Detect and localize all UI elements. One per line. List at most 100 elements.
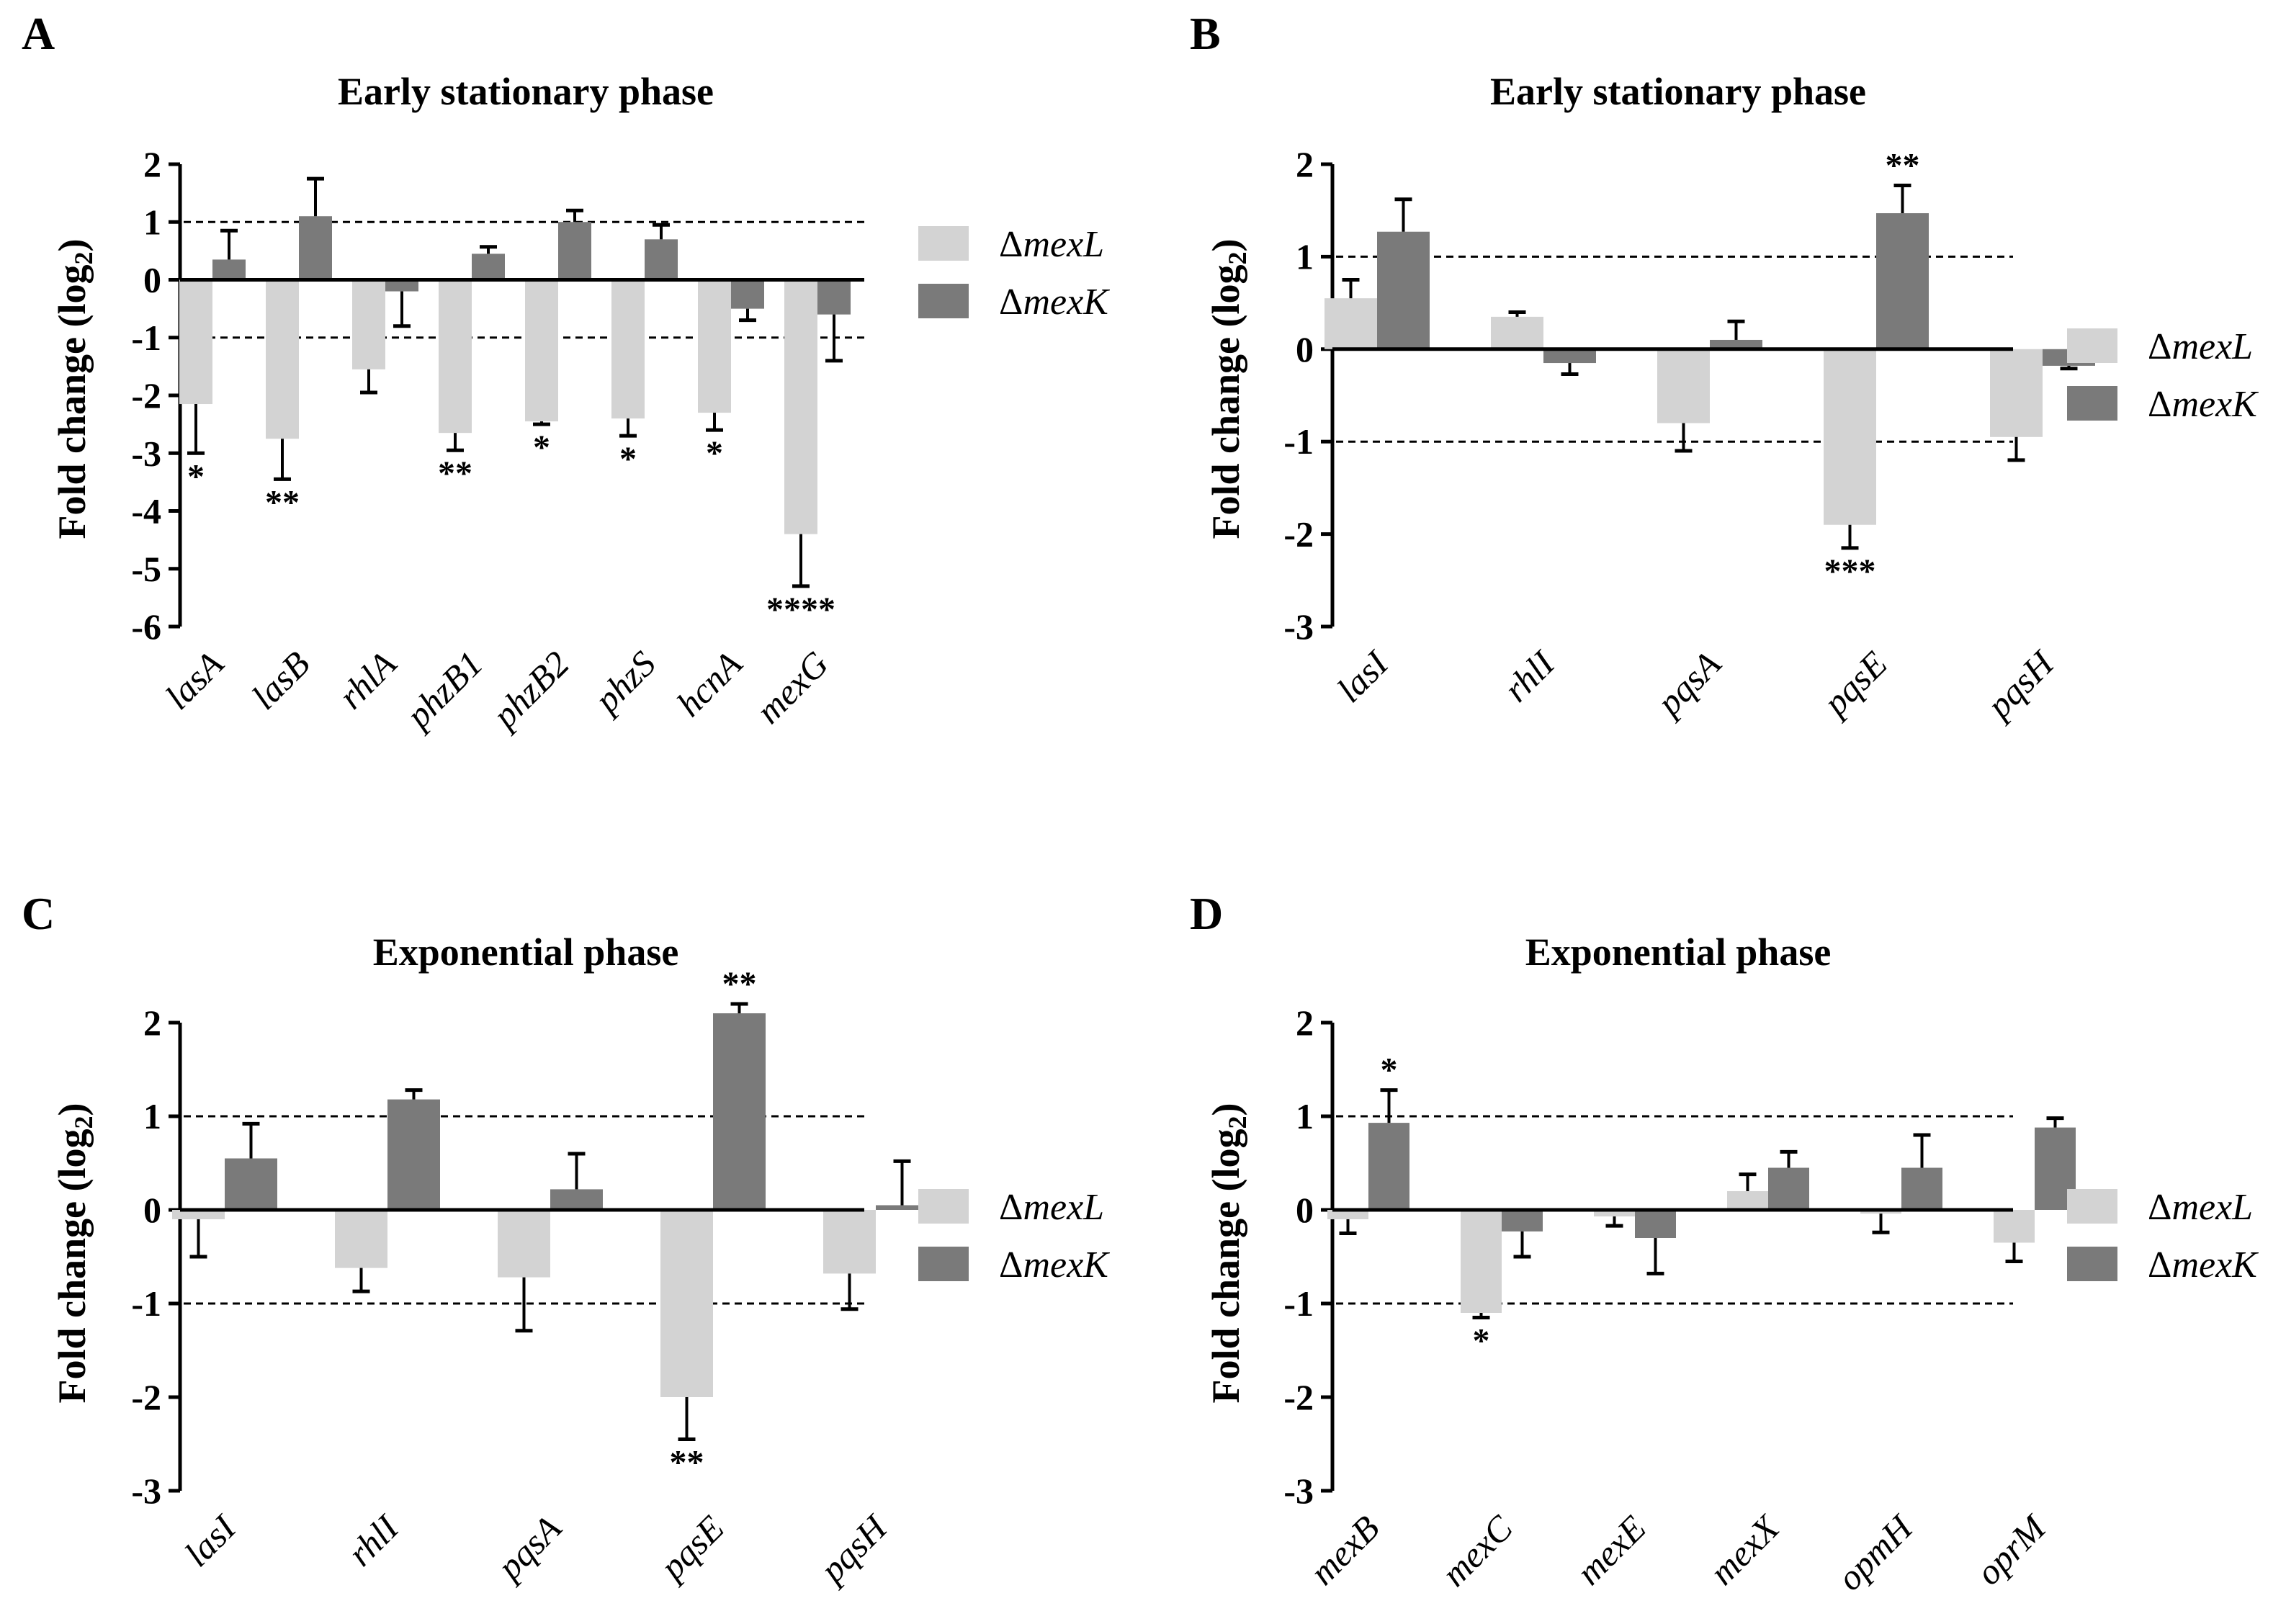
- y-tick-label-b: 0: [1296, 329, 1314, 369]
- y-tick-label-a: -3: [131, 433, 161, 473]
- y-tick-label-a: -6: [131, 606, 161, 647]
- y-tick-label-a: -1: [131, 318, 161, 358]
- y-tick-label-b: -2: [1283, 514, 1314, 555]
- significance-a-hcnA: *: [706, 434, 723, 472]
- legend-label-mexL: ΔmexL: [2148, 1187, 2253, 1228]
- bar-a-rhlA-mexL: [352, 279, 385, 369]
- y-tick-label-b: -3: [1283, 606, 1314, 647]
- bar-a-lasA-mexK: [212, 259, 246, 280]
- bar-d-mexX-mexK: [1768, 1167, 1809, 1210]
- significance-a-mexG: ****: [766, 591, 835, 629]
- bar-b-pqsA-mexK: [1710, 339, 1762, 349]
- bar-a-hcnA-mexK: [731, 279, 764, 309]
- y-tick-label-c: 1: [143, 1096, 161, 1136]
- y-tick-label-a: -5: [131, 549, 161, 589]
- bar-b-lasI-mexL: [1324, 298, 1377, 349]
- bar-c-lasI-mexL: [172, 1210, 225, 1219]
- bar-c-pqsE-mexK: [713, 1013, 766, 1210]
- bar-c-pqsA-mexL: [498, 1210, 550, 1278]
- bar-b-lasI-mexK: [1377, 231, 1430, 349]
- bar-d-opmH-mexL: [1860, 1210, 1901, 1214]
- bar-c-pqsA-mexK: [550, 1189, 603, 1210]
- significance-a-lasB: **: [265, 483, 300, 521]
- bar-b-pqsE-mexL: [1824, 349, 1876, 525]
- chart-title-a: Early stationary phase: [338, 70, 714, 113]
- significance-d-mexB: *: [1381, 1051, 1398, 1090]
- bar-b-rhlI-mexL: [1491, 316, 1543, 349]
- bar-b-pqsA-mexL: [1657, 349, 1710, 423]
- legend-swatch-mexK: [2067, 386, 2117, 421]
- chart-title-d: Exponential phase: [1525, 930, 1832, 974]
- bar-a-lasB-mexK: [299, 216, 332, 280]
- legend-swatch-mexL: [2067, 328, 2117, 363]
- legend-swatch-mexL: [918, 1189, 969, 1224]
- bar-a-mexG-mexK: [817, 279, 851, 315]
- y-tick-label-a: -2: [131, 375, 161, 416]
- bar-a-lasA-mexL: [179, 279, 212, 405]
- bar-d-mexE-mexL: [1594, 1210, 1635, 1217]
- chart-title-c: Exponential phase: [373, 930, 679, 974]
- panel-letter-c: C: [22, 888, 55, 939]
- legend-label-mexK: ΔmexK: [999, 282, 1110, 323]
- bar-a-phzB2-mexK: [558, 222, 591, 280]
- y-tick-label-d: -2: [1283, 1377, 1314, 1417]
- legend-label-mexL: ΔmexL: [999, 1187, 1104, 1228]
- bar-a-phzB1-mexK: [472, 254, 505, 280]
- y-axis-label-a: Fold change (log2): [50, 239, 98, 539]
- bar-a-phzS-mexK: [645, 239, 678, 280]
- bar-d-mexB-mexK: [1368, 1123, 1409, 1210]
- bar-b-rhlI-mexK: [1543, 349, 1596, 364]
- y-tick-label-b: 2: [1296, 144, 1314, 184]
- legend-swatch-mexK: [2067, 1247, 2117, 1281]
- significance-a-lasA: *: [187, 457, 205, 495]
- y-tick-label-b: -1: [1283, 421, 1314, 462]
- legend-swatch-mexL: [2067, 1189, 2117, 1224]
- bar-a-rhlA-mexK: [385, 279, 418, 292]
- bar-a-phzB1-mexL: [439, 279, 472, 434]
- y-axis-label-b: Fold change (log2): [1204, 239, 1252, 539]
- legend-label-mexL: ΔmexL: [2148, 326, 2253, 367]
- bar-d-mexX-mexL: [1727, 1191, 1768, 1210]
- bar-b-pqsE-mexK: [1876, 213, 1929, 349]
- bar-c-rhlI-mexK: [387, 1099, 440, 1210]
- y-tick-label-c: -2: [131, 1377, 161, 1417]
- y-tick-label-d: 0: [1296, 1190, 1314, 1230]
- y-tick-label-d: 2: [1296, 1002, 1314, 1043]
- bar-d-mexE-mexK: [1635, 1210, 1676, 1238]
- y-tick-label-a: -4: [131, 491, 161, 531]
- significance-d-mexC: *: [1473, 1322, 1490, 1360]
- legend-swatch-mexL: [918, 226, 969, 261]
- significance-a-phzS: *: [619, 440, 637, 478]
- y-tick-label-d: -1: [1283, 1283, 1314, 1324]
- y-tick-label-a: 2: [143, 144, 161, 184]
- significance-b-pqsE: **: [1886, 147, 1920, 185]
- significance-b-pqsE: ***: [1824, 552, 1876, 591]
- y-axis-label-d: Fold change (log2): [1204, 1103, 1252, 1404]
- y-tick-label-c: -1: [131, 1283, 161, 1324]
- panel-letter-a: A: [22, 8, 55, 59]
- legend-c: ΔmexL ΔmexK: [918, 1187, 1110, 1286]
- legend-a: ΔmexL ΔmexK: [918, 224, 1110, 323]
- bar-a-mexG-mexL: [784, 279, 817, 534]
- legend-label-mexK: ΔmexK: [2148, 1244, 2259, 1286]
- bar-c-lasI-mexK: [225, 1158, 277, 1210]
- bar-a-phzS-mexL: [611, 279, 645, 419]
- y-tick-label-d: 1: [1296, 1096, 1314, 1136]
- bar-d-mexB-mexL: [1327, 1210, 1368, 1219]
- bar-c-pqsH-mexL: [823, 1210, 876, 1274]
- y-tick-label-c: 2: [143, 1002, 161, 1043]
- legend-label-mexL: ΔmexL: [999, 224, 1104, 265]
- panel-letter-d: D: [1190, 888, 1223, 939]
- significance-c-pqsE: **: [722, 965, 757, 1003]
- y-tick-label-b: 1: [1296, 236, 1314, 277]
- bar-b-pqsH-mexL: [1990, 349, 2043, 437]
- legend-label-mexK: ΔmexK: [999, 1244, 1110, 1286]
- bar-d-mexC-mexK: [1502, 1210, 1543, 1232]
- bar-a-phzB2-mexL: [525, 279, 558, 422]
- bar-d-opmH-mexK: [1901, 1167, 1942, 1210]
- panel-letter-b: B: [1190, 8, 1221, 59]
- y-tick-label-a: 0: [143, 260, 161, 300]
- bar-a-hcnA-mexL: [698, 279, 731, 413]
